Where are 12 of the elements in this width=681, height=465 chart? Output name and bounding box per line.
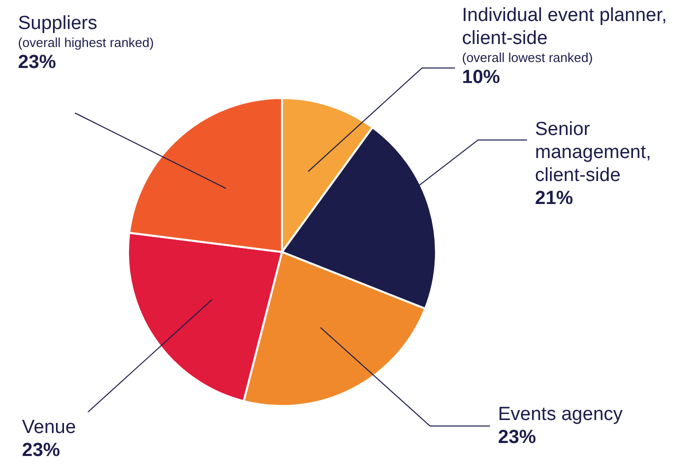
data-label: 21%	[535, 187, 574, 210]
text: (overall highest ranked)	[18, 35, 154, 50]
text: (overall lowest ranked)	[462, 50, 593, 65]
data-label: 10%	[462, 66, 502, 89]
data-label: 23%	[18, 51, 58, 74]
slice-label: Senior management, client-side	[535, 118, 652, 187]
data-label: 23%	[22, 439, 62, 462]
slice-label: Events agency	[498, 403, 624, 426]
data-label: 23%	[498, 426, 538, 449]
slice-label: Suppliers	[18, 12, 98, 35]
slice-label: Venue	[22, 416, 77, 439]
slice-label: Individual event planner, client-side	[462, 4, 668, 50]
